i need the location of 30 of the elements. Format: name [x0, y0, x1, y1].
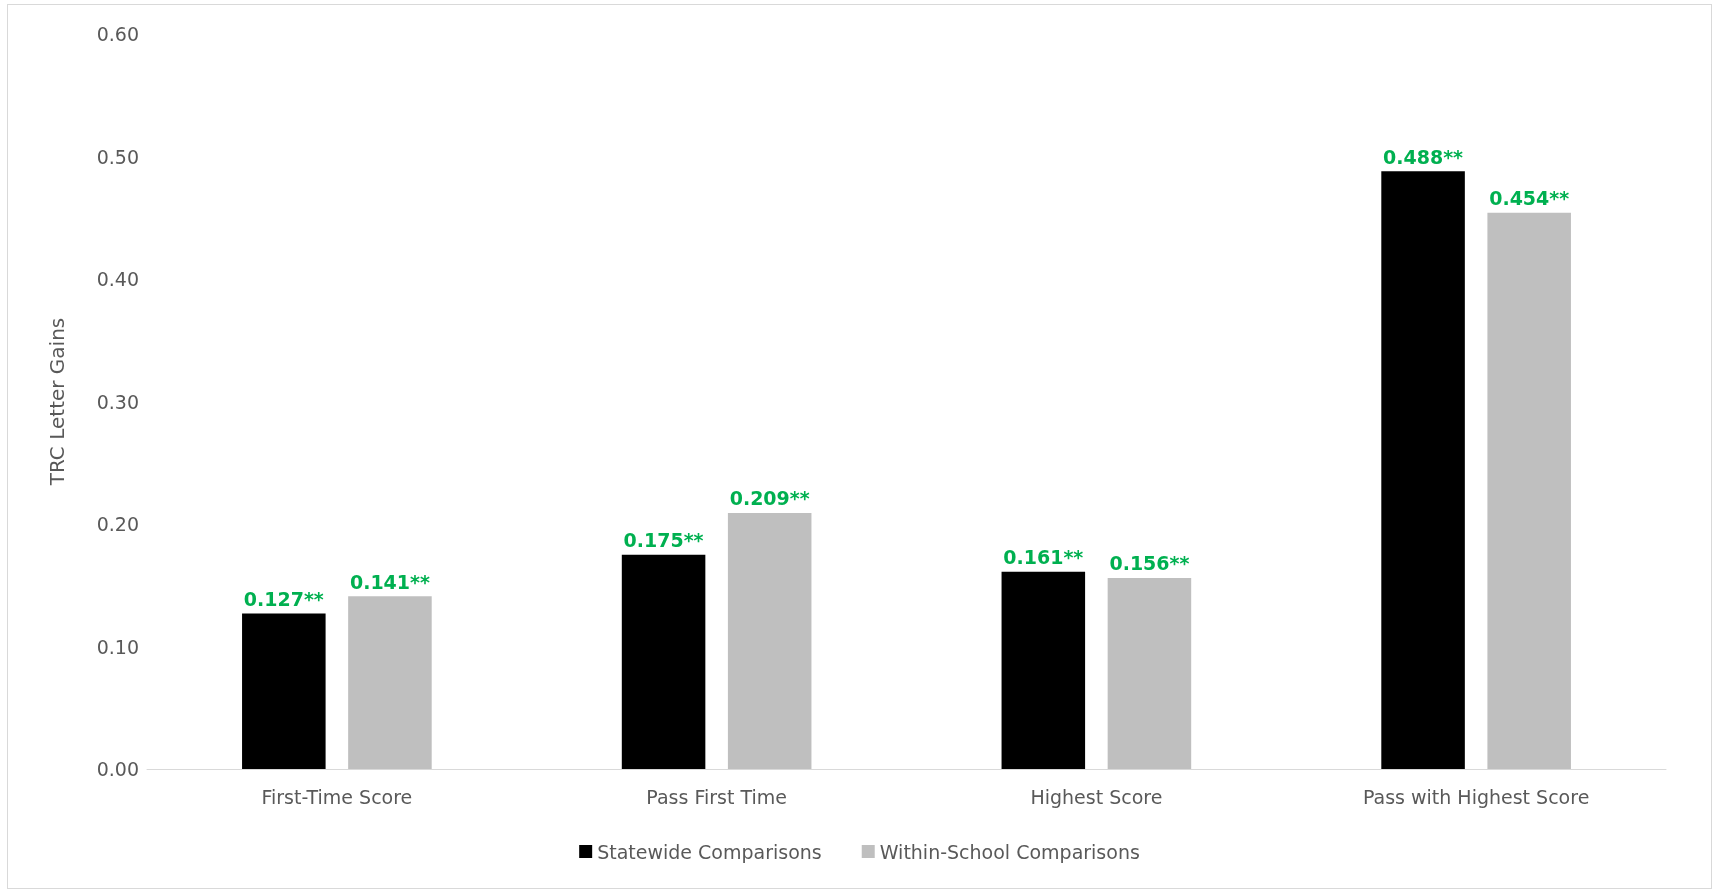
bar [1107, 577, 1192, 769]
bar [621, 554, 706, 769]
data-label: 0.488** [1383, 145, 1464, 168]
data-label: 0.454** [1489, 187, 1570, 210]
data-label: 0.175** [623, 529, 704, 552]
y-tick-label: 0.00 [96, 758, 139, 780]
legend-label: Within-School Comparisons [879, 840, 1140, 863]
bar [1487, 212, 1571, 769]
y-tick-label: 0.10 [96, 635, 139, 658]
x-tick-label: First-Time Score [261, 785, 413, 808]
y-tick-label: 0.40 [96, 268, 139, 290]
y-tick-label: 0.20 [96, 513, 139, 535]
data-label: 0.156** [1109, 552, 1190, 575]
legend-label: Statewide Comparisons [597, 840, 822, 863]
data-label: 0.127** [243, 587, 324, 610]
data-label: 0.209** [729, 487, 810, 510]
y-tick-label: 0.30 [96, 390, 139, 413]
bar [1001, 571, 1086, 769]
x-tick-label: Highest Score [1030, 785, 1163, 808]
bar [1381, 171, 1465, 769]
data-label: 0.161** [1003, 546, 1084, 569]
y-axis-title: TRC Letter Gains [45, 317, 69, 487]
bar [348, 596, 432, 769]
y-tick-label: 0.60 [96, 23, 139, 45]
x-tick-label: Pass with Highest Score [1362, 785, 1590, 808]
bar [242, 613, 326, 769]
y-tick-label: 0.50 [96, 145, 139, 168]
x-tick-label: Pass First Time [646, 785, 787, 808]
bar [727, 512, 812, 769]
data-label: 0.141** [349, 570, 430, 593]
